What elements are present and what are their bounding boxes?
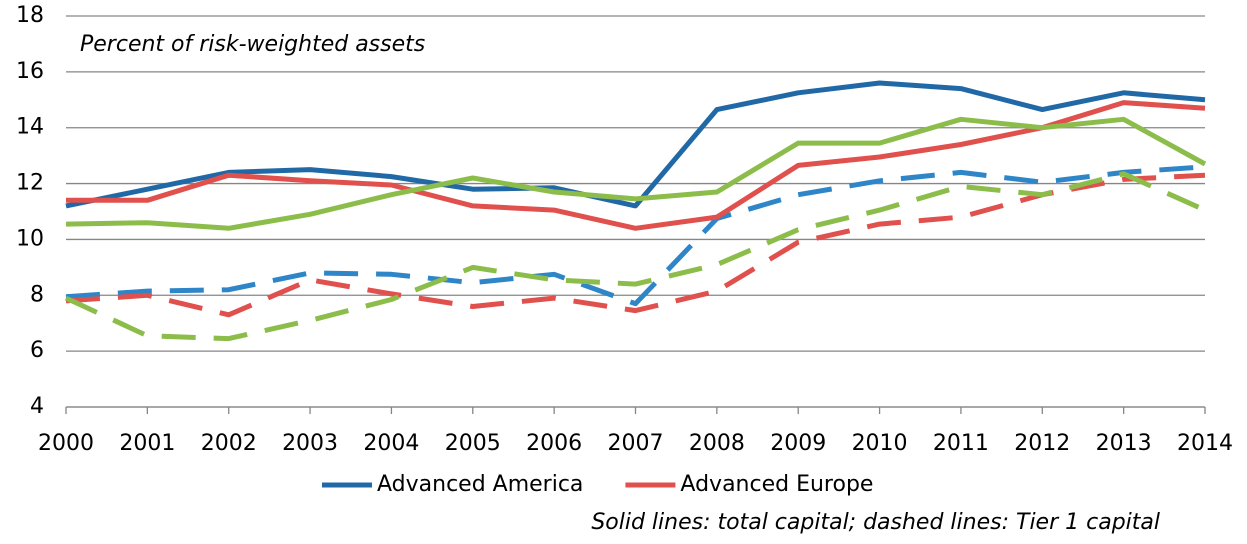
x-tick-label: 2014: [1177, 431, 1233, 456]
x-tick-label: 2002: [201, 431, 257, 456]
y-tick-label: 18: [16, 3, 44, 28]
x-tick-label: 2010: [852, 431, 908, 456]
x-tick-label: 2008: [689, 431, 745, 456]
line: [65, 80, 1206, 209]
dashed-line: [65, 164, 1206, 307]
line: [65, 116, 1207, 231]
y-tick-label: 8: [30, 282, 44, 307]
y-tick-label: 14: [16, 115, 44, 140]
x-tick-label: 2012: [1014, 431, 1070, 456]
x-tick-label: 2001: [119, 431, 175, 456]
legend-label: Advanced America: [377, 472, 583, 497]
legend-label: Advanced Europe: [680, 472, 873, 497]
y-tick-label: 10: [16, 226, 44, 251]
dashed-line: [64, 171, 1207, 342]
x-tick-label: 2004: [363, 431, 419, 456]
dashed-line: [65, 172, 1206, 318]
x-tick-label: 2003: [282, 431, 338, 456]
y-tick-label: 6: [30, 338, 44, 363]
annotation: Percent of risk-weighted assets: [80, 32, 425, 57]
x-tick-label: 2000: [38, 431, 94, 456]
x-tick-label: 2013: [1096, 431, 1152, 456]
x-tick-label: 2005: [445, 431, 501, 456]
y-tick-label: 12: [16, 171, 44, 196]
x-tick-label: 2009: [770, 431, 826, 456]
y-tick-label: 4: [30, 394, 44, 419]
x-tick-label: 2007: [608, 431, 664, 456]
x-tick-label: 2011: [933, 431, 989, 456]
y-tick-label: 16: [16, 59, 44, 84]
line: [66, 100, 1206, 231]
annotation: Solid lines: total capital; dashed lines…: [591, 510, 1160, 535]
x-tick-label: 2006: [526, 431, 582, 456]
